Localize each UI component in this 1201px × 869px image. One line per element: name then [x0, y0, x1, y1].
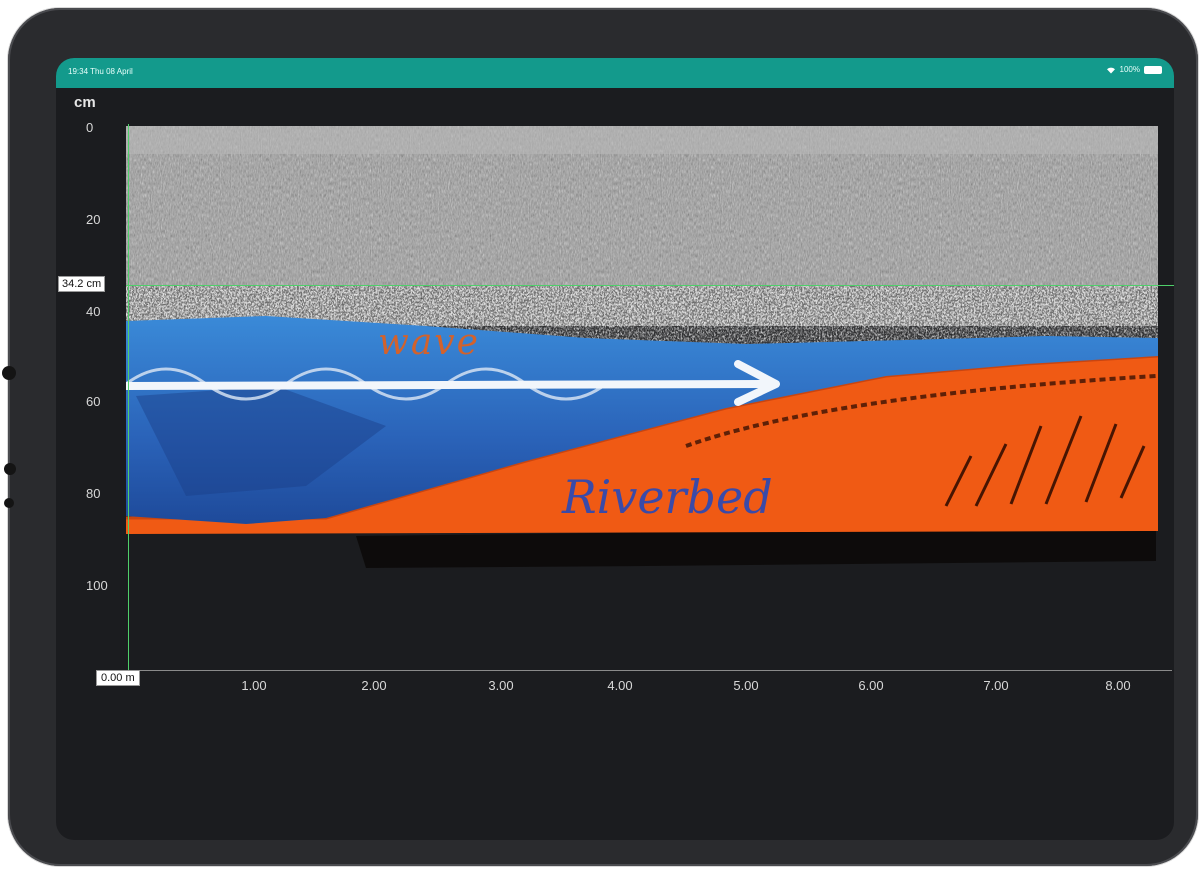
y-tick-label: 80	[86, 486, 101, 501]
riverbed-annotation: Riverbed	[562, 470, 773, 524]
status-right: 100%	[1106, 65, 1162, 74]
y-tick-label: 40	[86, 304, 101, 319]
y-tick-label: 60	[86, 394, 101, 409]
x-tick-label: 3.00	[488, 678, 514, 693]
screen: 19:34 Thu 08 April 100% cm 0 20 40 60 80…	[56, 58, 1174, 840]
depth-unit-label: cm	[74, 94, 96, 111]
radargram-plot[interactable]	[126, 126, 1158, 671]
battery-icon	[1144, 65, 1162, 74]
x-tick-label: 5.00	[733, 678, 759, 693]
origin-label: 0.00 m	[96, 670, 140, 686]
wave-annotation: wave	[378, 322, 480, 363]
status-bar: 19:34 Thu 08 April 100%	[56, 58, 1174, 88]
wifi-icon	[1106, 67, 1115, 73]
x-tick-label: 8.00	[1105, 678, 1131, 693]
x-tick-label: 2.00	[361, 678, 387, 693]
x-tick-label: 7.00	[983, 678, 1009, 693]
y-tick-label: 0	[86, 120, 94, 135]
origin-cursor-line[interactable]	[128, 124, 129, 672]
x-tick-label: 4.00	[607, 678, 633, 693]
battery-percent: 100%	[1119, 65, 1140, 74]
depth-cursor-line[interactable]	[126, 285, 1174, 286]
radargram-image	[126, 126, 1158, 671]
y-tick-label: 100	[86, 578, 108, 593]
depth-cursor-label: 34.2 cm	[58, 276, 106, 292]
x-axis-line	[128, 670, 1172, 671]
tablet-frame: 19:34 Thu 08 April 100% cm 0 20 40 60 80…	[2, 8, 1198, 866]
x-tick-label: 1.00	[241, 678, 267, 693]
y-tick-label: 20	[86, 212, 101, 227]
side-button	[4, 498, 14, 508]
status-time: 19:34 Thu 08 April	[68, 67, 133, 76]
side-button	[4, 463, 16, 475]
x-tick-label: 6.00	[858, 678, 884, 693]
side-button	[2, 366, 16, 380]
